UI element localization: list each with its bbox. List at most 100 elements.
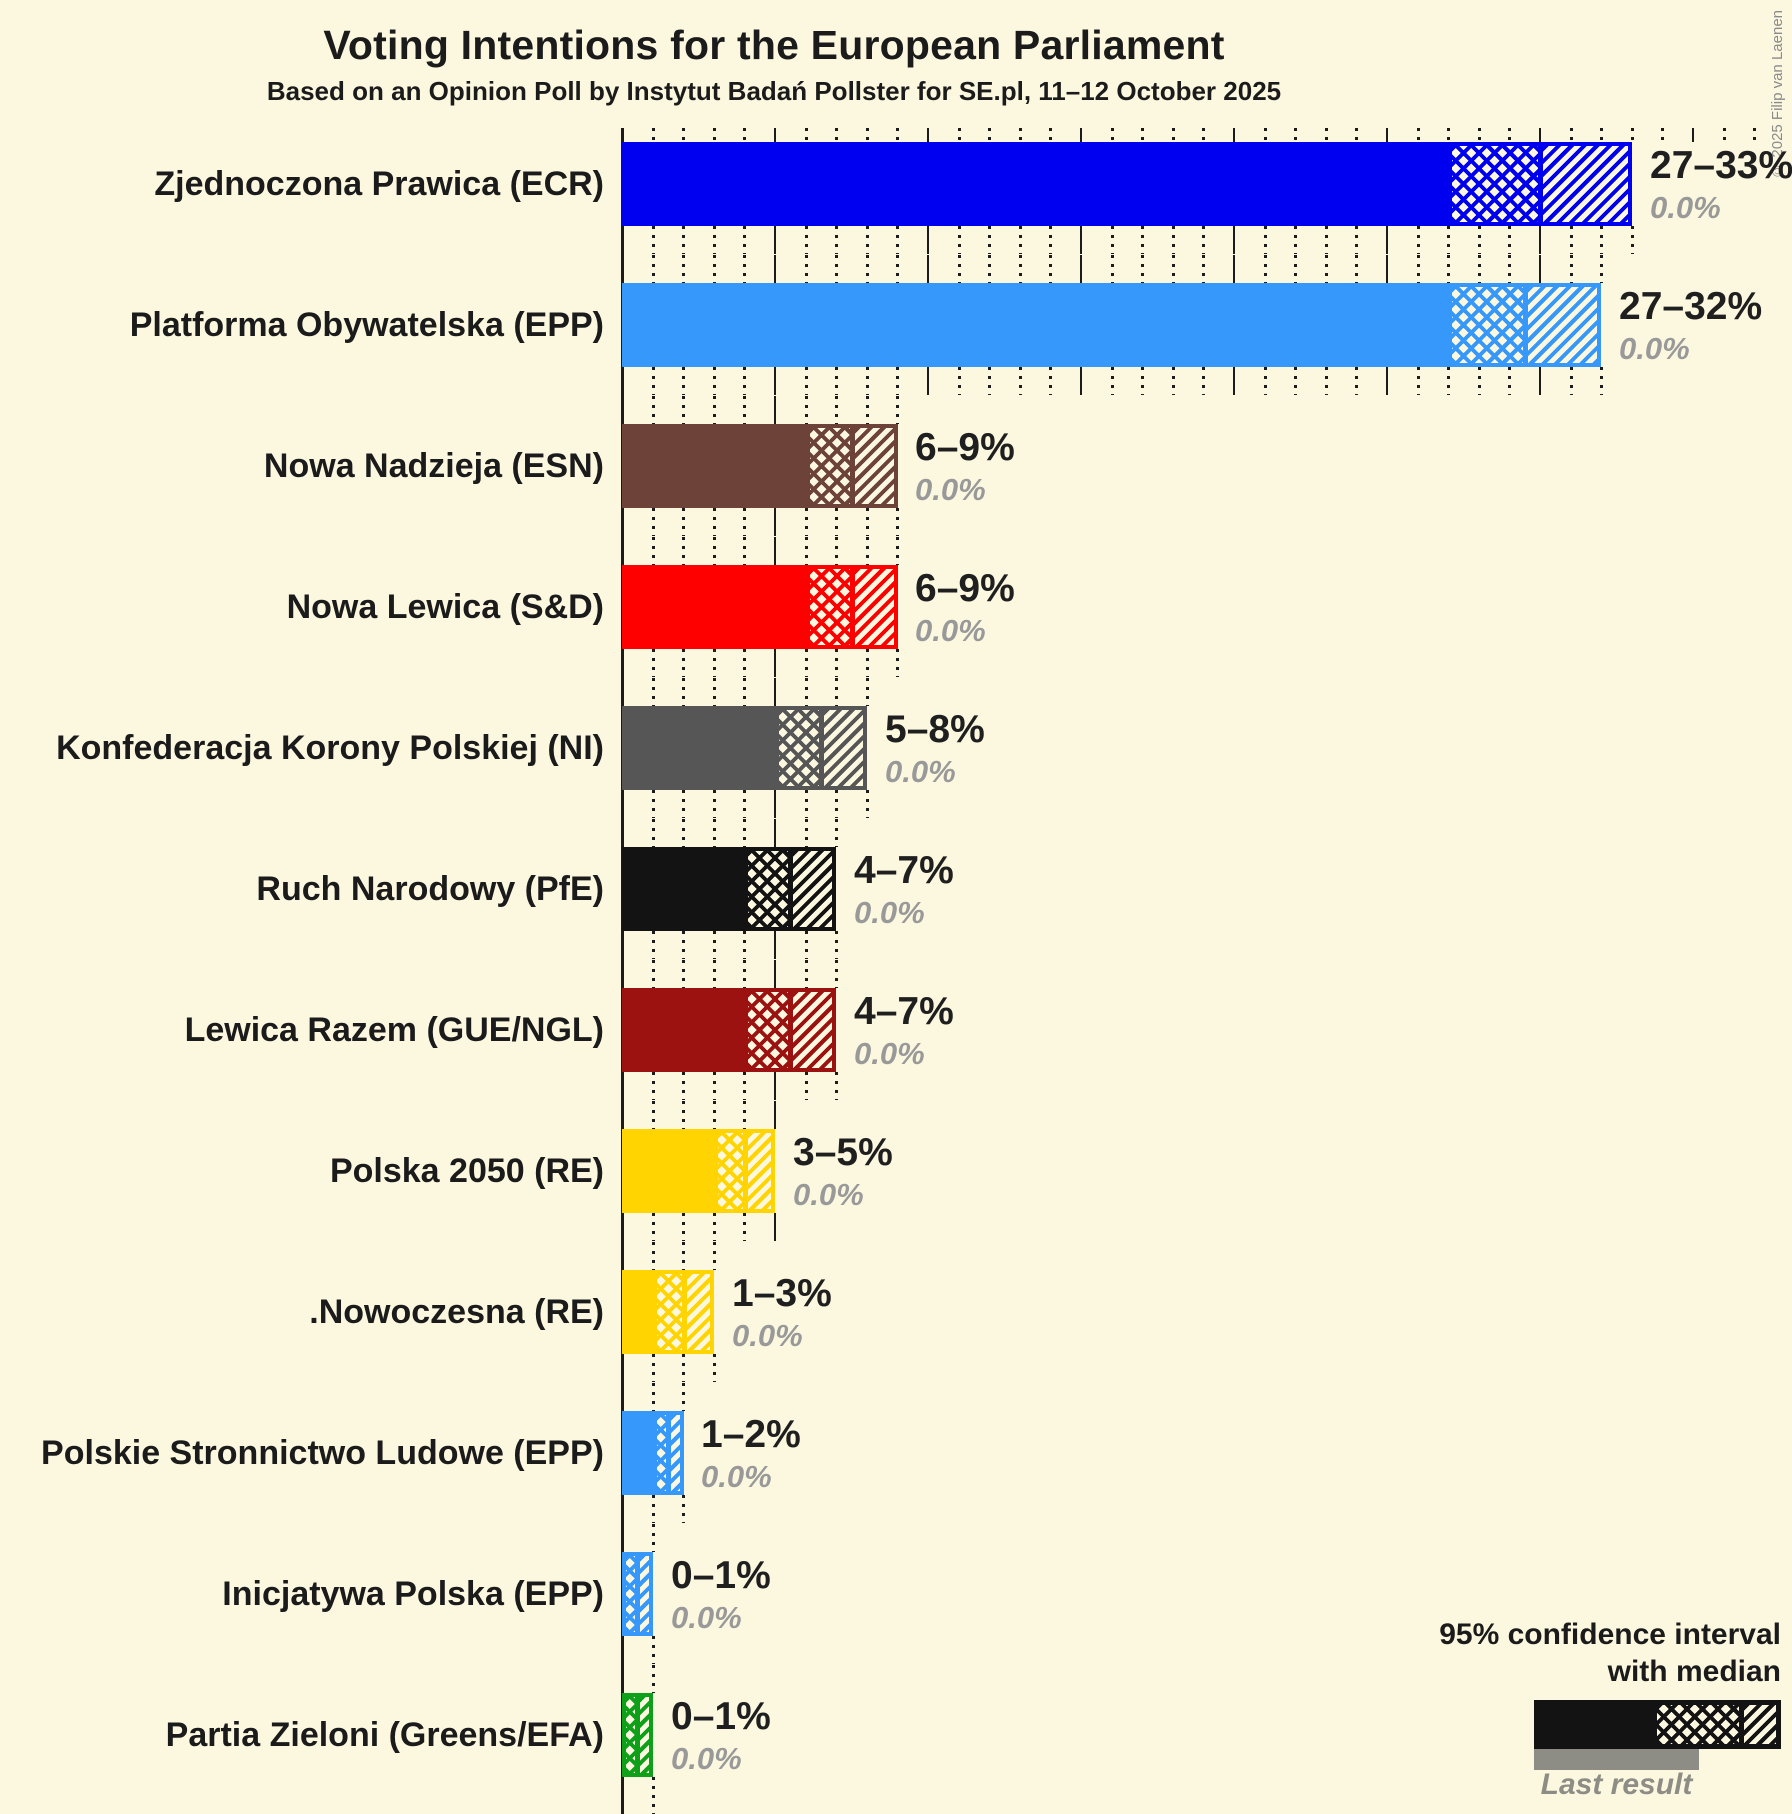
ci-bar-median-divider xyxy=(788,851,793,927)
ci-range-label: 1–2% xyxy=(701,1413,801,1456)
ci-range-label: 5–8% xyxy=(885,708,985,751)
gridline-minor xyxy=(835,960,838,988)
gridline-minor xyxy=(713,649,716,677)
gridline-minor xyxy=(682,226,685,254)
ci-bar-solid-segment xyxy=(622,988,744,1072)
ci-range-label: 6–9% xyxy=(915,426,1015,469)
gridline-minor xyxy=(866,128,869,142)
last-result-value-label: 0.0% xyxy=(1619,331,1690,366)
gridline-minor xyxy=(866,649,869,677)
gridline-minor xyxy=(958,367,961,395)
legend-ci-label: 95% confidence interval with median xyxy=(1181,1616,1781,1690)
gridline-major xyxy=(774,649,776,677)
gridline-minor xyxy=(1600,226,1603,254)
gridline-minor xyxy=(1508,128,1511,142)
ci-bar-diagonal-segment xyxy=(640,1556,649,1632)
gridline-minor xyxy=(896,226,899,254)
gridline-minor xyxy=(713,226,716,254)
page-subtitle: Based on an Opinion Poll by Instytut Bad… xyxy=(266,76,1282,106)
gridline-minor xyxy=(713,537,716,565)
gridline-minor xyxy=(743,1101,746,1129)
gridline-minor xyxy=(1202,255,1205,283)
legend-last-result-bar xyxy=(1534,1749,1699,1770)
ci-range-label: 1–3% xyxy=(732,1272,832,1315)
gridline-band xyxy=(622,1524,666,1552)
ci-bar-median-divider xyxy=(1538,146,1543,222)
gridline-minor xyxy=(743,678,746,706)
gridline-minor xyxy=(958,255,961,283)
gridline-minor xyxy=(1049,367,1052,395)
ci-bar-hatch-box xyxy=(622,1552,653,1636)
gridline-minor xyxy=(713,396,716,424)
party-label: .Nowoczesna (RE) xyxy=(309,1293,604,1331)
last-result-value-label: 0.0% xyxy=(671,1600,742,1635)
gridline-minor xyxy=(1264,367,1267,395)
gridline-minor xyxy=(652,790,655,818)
gridline-minor xyxy=(652,931,655,959)
gridline-band xyxy=(622,1242,728,1270)
legend-ci-line1: 95% confidence interval xyxy=(1439,1618,1781,1651)
gridline-minor xyxy=(652,678,655,706)
gridline-minor xyxy=(835,931,838,959)
gridline-minor xyxy=(805,678,808,706)
ci-bar-hatch-box xyxy=(622,1693,653,1777)
gridline-minor xyxy=(1355,128,1358,142)
gridline-major xyxy=(1539,367,1541,395)
last-result-value-label: 0.0% xyxy=(915,472,986,507)
gridline-minor xyxy=(805,396,808,424)
gridline-minor xyxy=(866,508,869,536)
party-label: Lewica Razem (GUE/NGL) xyxy=(184,1011,604,1049)
ci-bar-solid-segment xyxy=(622,142,1448,226)
gridline-band xyxy=(622,1495,697,1523)
ci-range-label: 4–7% xyxy=(854,990,954,1033)
ci-bar-solid-segment xyxy=(622,1270,653,1354)
gridline-minor xyxy=(896,255,899,283)
gridline-minor xyxy=(652,396,655,424)
gridline-major xyxy=(774,1072,776,1100)
gridline-minor xyxy=(835,396,838,424)
gridline-minor xyxy=(835,678,838,706)
gridline-minor xyxy=(682,1383,685,1411)
gridline-minor xyxy=(1325,226,1328,254)
gridline-minor xyxy=(866,537,869,565)
gridline-band xyxy=(622,255,1615,283)
gridline-minor xyxy=(652,1777,655,1814)
gridline-minor xyxy=(1631,128,1634,142)
gridline-major xyxy=(774,508,776,536)
gridline-minor xyxy=(713,790,716,818)
gridline-minor xyxy=(713,1072,716,1100)
gridline-major xyxy=(774,226,776,254)
gridline-minor xyxy=(713,931,716,959)
ci-bar-diagonal-segment xyxy=(824,710,863,786)
ci-bar-hatch-box xyxy=(1448,283,1601,367)
gridline-minor xyxy=(1172,128,1175,142)
gridline-band xyxy=(622,678,881,706)
gridline-major xyxy=(1080,128,1082,142)
gridline-minor xyxy=(1019,226,1022,254)
gridline-minor xyxy=(682,960,685,988)
gridline-minor xyxy=(1141,226,1144,254)
legend-ci-line2: with median xyxy=(1607,1655,1781,1688)
gridline-minor xyxy=(652,1636,655,1664)
last-result-value-label: 0.0% xyxy=(793,1177,864,1212)
gridline-minor xyxy=(713,1101,716,1129)
gridline-minor xyxy=(835,128,838,142)
gridline-minor xyxy=(1019,255,1022,283)
gridline-minor xyxy=(896,396,899,424)
gridline-major xyxy=(1386,128,1388,142)
ci-bar-hatch-box xyxy=(653,1270,714,1354)
gridline-minor xyxy=(805,819,808,847)
gridline-minor xyxy=(682,1495,685,1523)
gridline-band xyxy=(622,1665,666,1693)
gridline-minor xyxy=(896,649,899,677)
gridline-minor xyxy=(1141,255,1144,283)
gridline-minor xyxy=(1478,367,1481,395)
gridline-major xyxy=(774,931,776,959)
gridline-minor xyxy=(835,1072,838,1100)
page-title: Voting Intentions for the European Parli… xyxy=(323,22,1225,68)
gridline-minor xyxy=(652,1354,655,1382)
ci-bar-median-divider xyxy=(850,569,855,645)
gridline-minor xyxy=(1049,128,1052,142)
gridline-minor xyxy=(866,226,869,254)
